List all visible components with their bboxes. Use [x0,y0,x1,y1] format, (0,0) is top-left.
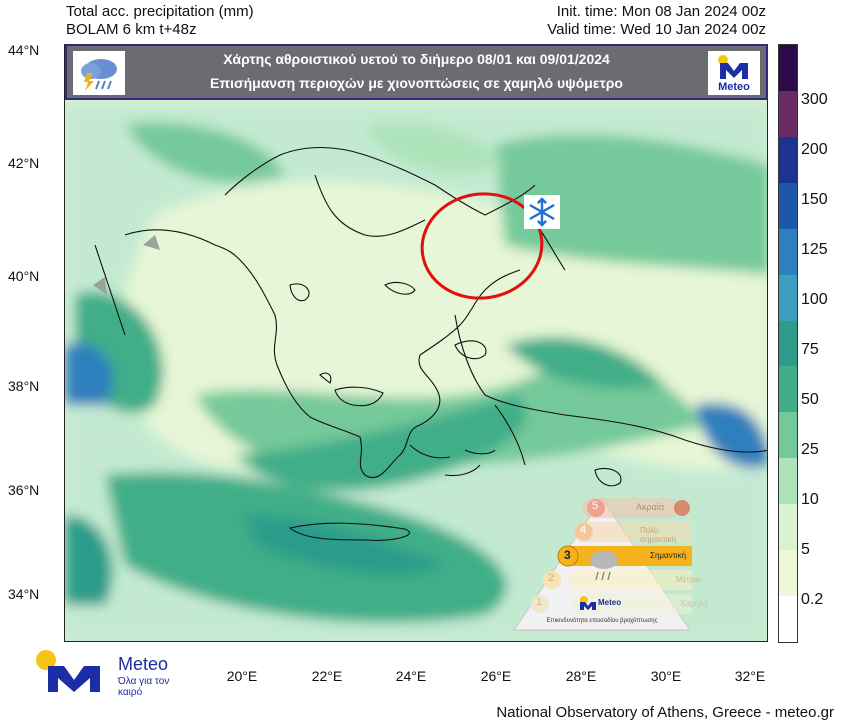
rain-lightning-cloud-icon [73,51,125,95]
legend-label: 25 [801,441,819,458]
lon-label: 24°E [395,668,427,684]
legend-label: 300 [801,91,828,108]
legend-color-swatch [779,182,797,229]
hazard-label-2: Μέτρια [676,575,701,584]
product-title: Total acc. precipitation (mm) [66,3,254,20]
init-time: Init. time: Mon 08 Jan 2024 00z [556,3,766,20]
hazard-label-3: Σημαντική [650,551,687,560]
meteo-logo: Meteo [708,51,760,95]
terrain-patches [93,235,160,295]
lat-label: 44°N [8,42,40,58]
legend-label: 5 [801,541,810,558]
hazard-caption: Επικινδυνότητα επεισοδίου βροχόπτωσης [546,618,658,624]
meteo-brand-slogan: Όλα για τον καιρό [118,676,170,698]
hazard-label-1: Χαμηλή [680,599,708,608]
legend-label: 0.2 [801,591,824,608]
legend-color-swatch [779,550,797,597]
title-banner: Χάρτης αθροιστικού υετού το διήμερο 08/0… [65,44,768,100]
lat-label: 36°N [8,482,40,498]
footer-credit: National Observatory of Athens, Greece -… [496,704,834,721]
lon-label: 32°E [734,668,766,684]
lon-label: 28°E [565,668,597,684]
hazard-badge: 5 Ακραία 4 Πολύ σημαντική 3 Σημαντική 2 … [512,494,752,634]
legend-color-swatch [779,504,797,551]
legend-color-swatch [779,458,797,505]
highlight-ellipse [420,192,544,300]
lat-label: 42°N [8,155,40,171]
legend-color-swatch [779,366,797,413]
legend-color-swatch [779,90,797,137]
map-canvas [65,105,767,641]
lat-label: 38°N [8,378,40,394]
valid-time: Valid time: Wed 10 Jan 2024 00z [547,21,766,38]
lon-label: 26°E [480,668,512,684]
legend-color-swatch [779,320,797,367]
lat-label: 34°N [8,586,40,602]
hazard-level-5: 5 [592,500,599,512]
legend-color-swatch [779,274,797,321]
meteo-brand-name: Meteo [118,654,169,674]
precipitation-map [64,44,768,642]
hazard-brand: Meteo [598,598,622,607]
lon-label: 22°E [311,668,343,684]
legend-label: 50 [801,391,819,408]
legend-label: 200 [801,141,828,158]
legend-label: 75 [801,341,819,358]
precip-field [65,105,767,641]
legend-colorbar [778,44,798,643]
hazard-label-4: Πολύ σημαντική [640,526,677,544]
hazard-level-1: 1 [536,596,543,608]
hazard-level-4: 4 [580,524,587,536]
hazard-label-5: Ακραία [636,502,665,512]
hazard-level-3: 3 [564,548,571,562]
lat-label: 40°N [8,268,40,284]
legend-label: 150 [801,191,828,208]
legend-color-swatch [779,45,797,91]
meteo-logo-text: Meteo [718,81,750,93]
hazard-level-2: 2 [548,572,555,584]
legend-color-swatch [779,412,797,459]
legend-label: 10 [801,491,819,508]
snowflake-icon [524,195,560,229]
legend-color-swatch [779,136,797,183]
lon-label: 20°E [226,668,258,684]
legend-label: 100 [801,291,828,308]
meteo-brand-logo: Meteo Όλα για τον καιρό [34,646,184,698]
model-name: BOLAM 6 km t+48z [66,21,197,38]
legend-label: 125 [801,241,828,258]
banner-line-1: Χάρτης αθροιστικού υετού το διήμερο 08/0… [223,51,610,67]
legend-color-swatch [779,228,797,275]
banner-line-2: Επισήμανση περιοχών με χιονοπτώσεις σε χ… [210,75,623,91]
lon-label: 30°E [650,668,682,684]
legend-color-swatch [779,596,797,642]
